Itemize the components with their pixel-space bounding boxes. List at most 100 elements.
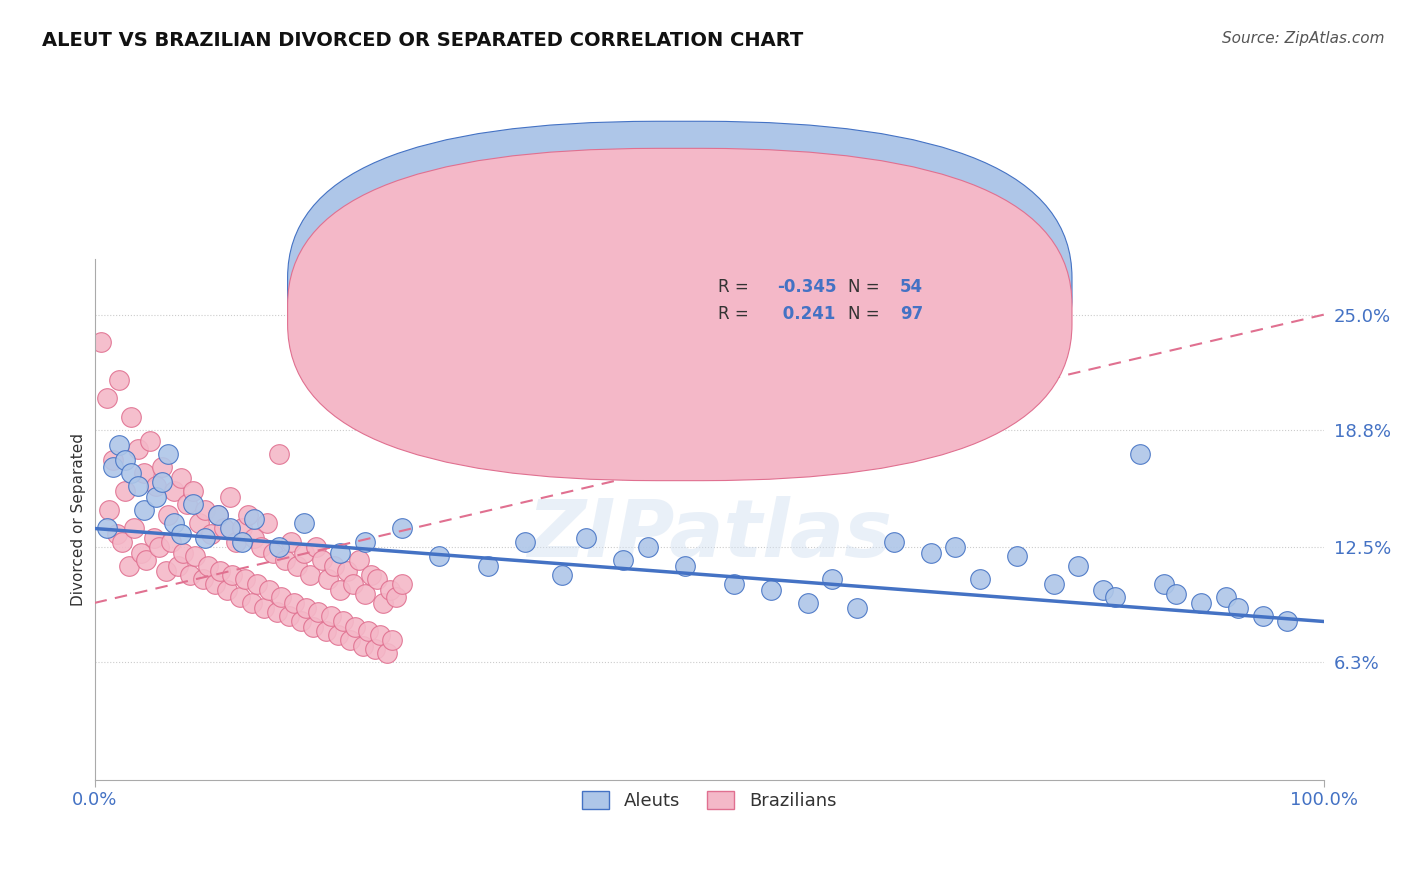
Point xyxy=(212,521,235,535)
Point xyxy=(1091,582,1114,597)
Point xyxy=(249,540,271,554)
Point xyxy=(238,508,260,523)
Point xyxy=(194,531,217,545)
Point xyxy=(298,568,321,582)
Text: R =: R = xyxy=(718,305,754,324)
Point xyxy=(1104,591,1126,605)
Point xyxy=(354,534,377,549)
Point xyxy=(723,577,745,591)
Point xyxy=(108,373,131,387)
Text: 0.241: 0.241 xyxy=(778,305,835,324)
Point xyxy=(326,627,349,641)
Point xyxy=(127,442,149,456)
Point xyxy=(280,534,302,549)
Point xyxy=(943,540,966,554)
Point xyxy=(375,646,398,660)
Point xyxy=(111,534,134,549)
Point xyxy=(207,508,229,523)
Point xyxy=(267,447,290,461)
Point xyxy=(150,460,173,475)
Point xyxy=(364,642,387,657)
Y-axis label: Divorced or Separated: Divorced or Separated xyxy=(72,433,86,606)
Text: 54: 54 xyxy=(900,278,922,296)
Point xyxy=(159,534,181,549)
Point xyxy=(339,633,361,648)
FancyBboxPatch shape xyxy=(636,269,1017,334)
Point xyxy=(217,582,239,597)
Point xyxy=(283,596,305,610)
Point xyxy=(305,540,328,554)
FancyBboxPatch shape xyxy=(288,121,1071,453)
Point xyxy=(821,572,844,586)
Point xyxy=(127,479,149,493)
Point xyxy=(204,577,226,591)
Point xyxy=(218,490,240,504)
Point xyxy=(575,531,598,545)
Point xyxy=(969,572,991,586)
Point xyxy=(1005,549,1028,564)
Point xyxy=(163,516,186,530)
Point xyxy=(266,605,288,619)
Point xyxy=(118,558,141,573)
Point xyxy=(673,558,696,573)
Point xyxy=(373,596,395,610)
Point xyxy=(240,596,263,610)
Point xyxy=(391,521,413,535)
Point xyxy=(759,582,782,597)
Point xyxy=(172,546,194,560)
Point xyxy=(207,508,229,523)
Text: 97: 97 xyxy=(900,305,924,324)
Point xyxy=(1067,558,1090,573)
Point xyxy=(287,558,309,573)
Point xyxy=(135,553,157,567)
Text: N =: N = xyxy=(848,305,886,324)
Text: -0.345: -0.345 xyxy=(778,278,837,296)
Point xyxy=(292,516,315,530)
Point xyxy=(181,484,204,499)
Point xyxy=(302,620,325,634)
Point xyxy=(1153,577,1175,591)
Point xyxy=(188,516,211,530)
Point xyxy=(120,466,142,480)
Point xyxy=(114,452,136,467)
Point xyxy=(157,508,180,523)
Point xyxy=(513,534,536,549)
Point xyxy=(1226,601,1249,615)
Point xyxy=(477,558,499,573)
Point xyxy=(311,553,333,567)
Point xyxy=(920,546,942,560)
Point xyxy=(155,564,177,578)
Point xyxy=(307,605,329,619)
Point xyxy=(845,601,868,615)
Text: Source: ZipAtlas.com: Source: ZipAtlas.com xyxy=(1222,31,1385,46)
Point xyxy=(1189,596,1212,610)
Point xyxy=(332,615,354,629)
Point xyxy=(122,521,145,535)
Point xyxy=(796,596,818,610)
Point xyxy=(1042,577,1064,591)
Text: ZIPatlas: ZIPatlas xyxy=(527,496,891,574)
Point xyxy=(381,633,404,648)
Point xyxy=(243,531,266,545)
Point xyxy=(883,534,905,549)
Text: N =: N = xyxy=(848,278,886,296)
Point xyxy=(1215,591,1237,605)
Point xyxy=(145,479,167,493)
Point xyxy=(329,546,352,560)
Point xyxy=(323,558,346,573)
Point xyxy=(257,582,280,597)
Point xyxy=(292,546,315,560)
Point xyxy=(1129,447,1152,461)
Point xyxy=(274,553,297,567)
Point xyxy=(145,490,167,504)
Point xyxy=(96,392,118,406)
Point xyxy=(391,577,413,591)
Point xyxy=(208,564,231,578)
Point xyxy=(101,460,124,475)
Point xyxy=(233,572,256,586)
Point xyxy=(347,553,370,567)
Point xyxy=(336,564,359,578)
Point xyxy=(194,503,217,517)
Point xyxy=(105,527,128,541)
Point xyxy=(277,608,299,623)
